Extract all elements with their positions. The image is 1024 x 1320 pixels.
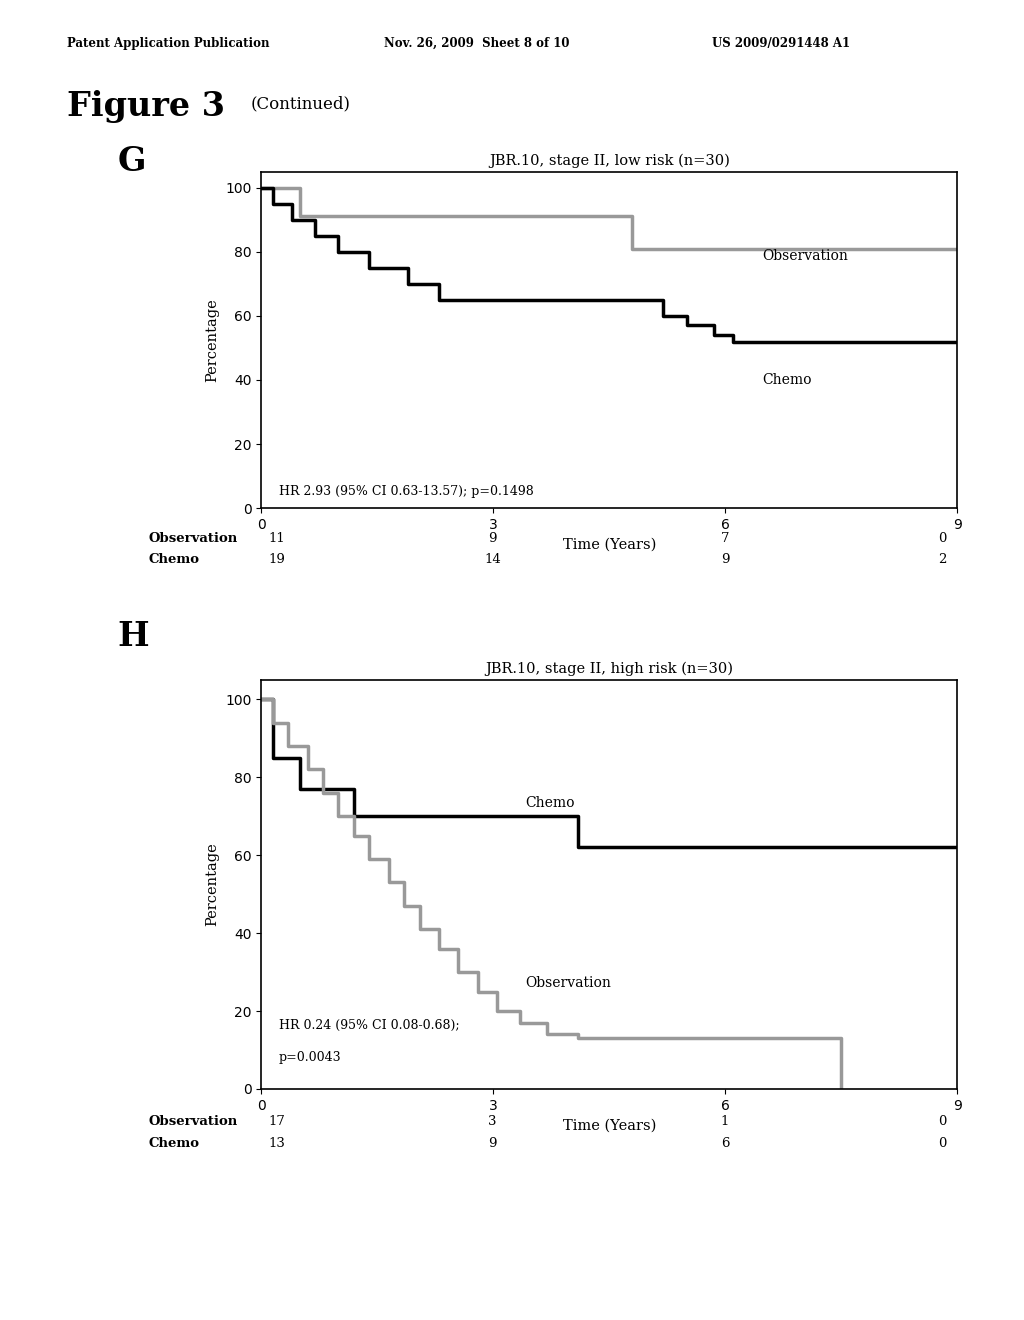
Text: 13: 13: [268, 1137, 285, 1150]
Text: 9: 9: [488, 1137, 497, 1150]
Text: 7: 7: [721, 532, 729, 545]
Text: HR 2.93 (95% CI 0.63-13.57); p=0.1498: HR 2.93 (95% CI 0.63-13.57); p=0.1498: [279, 486, 534, 498]
Text: 1: 1: [721, 1115, 729, 1129]
Text: Observation: Observation: [148, 532, 238, 545]
Y-axis label: Percentage: Percentage: [206, 298, 219, 381]
Text: 6: 6: [721, 1137, 729, 1150]
Text: 3: 3: [488, 1115, 497, 1129]
Text: Chemo: Chemo: [763, 374, 812, 387]
Text: Chemo: Chemo: [525, 796, 575, 809]
Text: Observation: Observation: [525, 975, 611, 990]
Text: Observation: Observation: [148, 1115, 238, 1129]
Text: Nov. 26, 2009  Sheet 8 of 10: Nov. 26, 2009 Sheet 8 of 10: [384, 37, 569, 50]
Text: Chemo: Chemo: [148, 553, 200, 566]
Text: H: H: [118, 620, 150, 653]
Text: 9: 9: [488, 532, 497, 545]
X-axis label: Time (Years): Time (Years): [562, 537, 656, 552]
Text: 9: 9: [721, 553, 729, 566]
Text: US 2009/0291448 A1: US 2009/0291448 A1: [712, 37, 850, 50]
Y-axis label: Percentage: Percentage: [206, 842, 219, 927]
Text: Patent Application Publication: Patent Application Publication: [67, 37, 269, 50]
Title: JBR.10, stage II, low risk (n=30): JBR.10, stage II, low risk (n=30): [488, 153, 730, 168]
Text: Observation: Observation: [763, 248, 848, 263]
Text: 0: 0: [938, 1137, 946, 1150]
Text: 19: 19: [268, 553, 285, 566]
Text: p=0.0043: p=0.0043: [279, 1052, 341, 1064]
X-axis label: Time (Years): Time (Years): [562, 1118, 656, 1133]
Text: HR 0.24 (95% CI 0.08-0.68);: HR 0.24 (95% CI 0.08-0.68);: [279, 1019, 459, 1032]
Text: 11: 11: [268, 532, 285, 545]
Text: (Continued): (Continued): [251, 95, 351, 112]
Text: Figure 3: Figure 3: [67, 90, 224, 123]
Text: 0: 0: [938, 532, 946, 545]
Text: 0: 0: [938, 1115, 946, 1129]
Title: JBR.10, stage II, high risk (n=30): JBR.10, stage II, high risk (n=30): [485, 661, 733, 676]
Text: 14: 14: [484, 553, 501, 566]
Text: 17: 17: [268, 1115, 285, 1129]
Text: Chemo: Chemo: [148, 1137, 200, 1150]
Text: G: G: [118, 145, 146, 178]
Text: 2: 2: [938, 553, 946, 566]
